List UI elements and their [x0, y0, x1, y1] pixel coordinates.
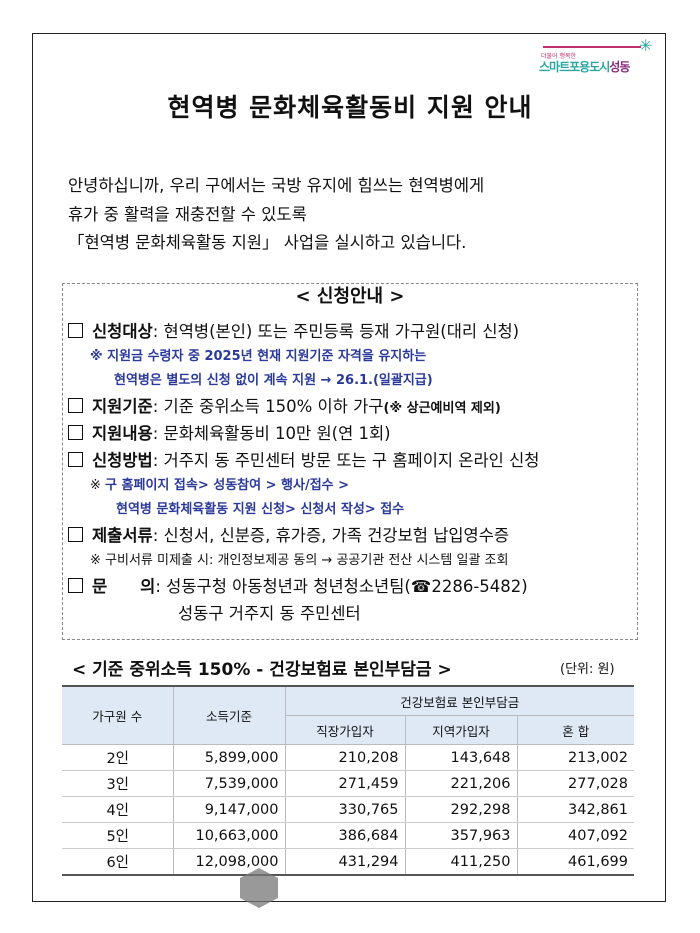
table-row: 3인 7,539,000 271,459 221,206 277,028: [62, 770, 634, 797]
table-cell: 277,028: [516, 770, 634, 797]
table-cell: 411,250: [404, 848, 517, 876]
table-cell: 213,002: [516, 744, 634, 771]
logo-sub: 더불어 행복한: [541, 53, 577, 60]
note: 현역병 문화체육활동 지원 신청> 신청서 작성> 접수: [116, 502, 405, 517]
star-icon: ✳: [639, 36, 653, 55]
table-unit: (단위: 원): [560, 662, 615, 677]
table-cell: 210,208: [284, 744, 405, 771]
premium-table: 가구원 수 소득기준 건강보험료 본인부담금 직장가입자 지역가입자 혼 합 2인 5,8…: [62, 685, 634, 876]
header-regional: 지역가입자: [404, 715, 517, 745]
header-employee: 직장가입자: [284, 715, 405, 745]
table-row: 2인 5,899,000 210,208 143,648 213,002: [62, 744, 634, 771]
table-cell: 7,539,000: [172, 770, 285, 797]
table-row: 4인 9,147,000 330,765 292,298 342,861: [62, 796, 634, 823]
intro: 안녕하십니까, 우리 구에서는 국방 유지에 힘쓰는 현역병에게 휴가 중 활력…: [68, 172, 484, 258]
checkbox-icon: [68, 527, 83, 542]
table-cell: 330,765: [284, 796, 405, 823]
document-frame: [32, 33, 666, 902]
table-cell: 407,092: [516, 822, 634, 849]
item-method: 신청방법: 거주지 동 주민센터 방문 또는 구 홈페이지 온라인 신청: [68, 447, 539, 474]
table-cell: 3인: [62, 770, 173, 797]
note: ※ 구비서류 미제출 시: 개인정보제공 동의 → 공공기관 전산 시스템 일괄…: [90, 553, 509, 568]
item-target: 신청대상: 현역병(본인) 또는 주민등록 등재 가구원(대리 신청): [68, 318, 539, 345]
table-row: 5인 10,663,000 386,684 357,963 407,092: [62, 822, 634, 849]
note: ※ 지원금 수령자 중 2025년 현재 지원기준 자격을 유지하는: [90, 349, 427, 364]
intro-line: 휴가 중 활력을 재충전할 수 있도록: [68, 204, 307, 224]
table-row: 6인 12,098,000 431,294 411,250 461,699: [62, 848, 634, 876]
table-cell: 9,147,000: [172, 796, 285, 823]
table-cell: 143,648: [404, 744, 517, 771]
checkbox-icon: [68, 578, 83, 593]
page-title: 현역병 문화체육활동비 지원 안내: [167, 93, 533, 122]
item-contact: 문 의: 성동구청 아동청년과 청년청소년팀(☎2286-5482): [68, 573, 539, 600]
checkbox-icon: [68, 398, 83, 413]
table-cell: 292,298: [404, 796, 517, 823]
logo-main: 스마트포용도시성동: [539, 60, 630, 74]
intro-line: 안녕하십니까, 우리 구에서는 국방 유지에 힘쓰는 현역병에게: [68, 176, 485, 195]
info-items: 신청대상: 현역병(본인) 또는 주민등록 등재 가구원(대리 신청) ※ 지원…: [68, 318, 539, 627]
note: ※ 구 홈페이지 접속> 성동참여 > 행사/접수 >: [90, 478, 350, 493]
table-cell: 5,899,000: [172, 744, 285, 771]
application-info-box: [62, 283, 638, 640]
table-cell: 4인: [62, 796, 173, 823]
seongdong-logo: ✳ 더불어 행복한 스마트포용도시성동: [535, 36, 655, 78]
table-cell: 10,663,000: [172, 822, 285, 849]
intro-line: 「현역병 문화체육활동 지원」 사업을 실시하고 있습니다.: [68, 233, 467, 252]
table-cell: 6인: [62, 848, 173, 876]
table-cell: 5인: [62, 822, 173, 849]
table-cell: 12,098,000: [172, 848, 285, 876]
header-income: 소득기준: [172, 686, 285, 745]
table-cell: 271,459: [284, 770, 405, 797]
contact-line2: 성동구 거주지 동 주민센터: [178, 604, 361, 623]
note: 현역병은 별도의 신청 없이 계속 지원 → 26.1.(일괄지급): [114, 373, 433, 388]
table-cell: 221,206: [404, 770, 517, 797]
header-group: 건강보험료 본인부담금: [284, 686, 634, 716]
item-criteria: 지원기준: 기준 중위소득 150% 이하 가구(※ 상근예비역 제외): [68, 393, 539, 420]
section-title: < 신청안내 >: [295, 286, 405, 307]
table-cell: 342,861: [516, 796, 634, 823]
table-cell: 2인: [62, 744, 173, 771]
table-cell: 357,963: [404, 822, 517, 849]
header-mixed: 혼 합: [516, 715, 634, 745]
watermark-logo: [240, 860, 470, 920]
table-cell: 461,699: [516, 848, 634, 876]
checkbox-icon: [68, 452, 83, 467]
table-cell: 386,684: [284, 822, 405, 849]
table-title: < 기준 중위소득 150% - 건강보험료 본인부담금 >: [72, 660, 452, 680]
header-members: 가구원 수: [62, 686, 173, 745]
checkbox-icon: [68, 323, 83, 338]
item-docs: 제출서류: 신청서, 신분증, 휴가증, 가족 건강보험 납입영수증: [68, 522, 539, 549]
checkbox-icon: [68, 425, 83, 440]
item-content: 지원내용: 문화체육활동비 10만 원(연 1회): [68, 420, 539, 447]
table-cell: 431,294: [284, 848, 405, 876]
